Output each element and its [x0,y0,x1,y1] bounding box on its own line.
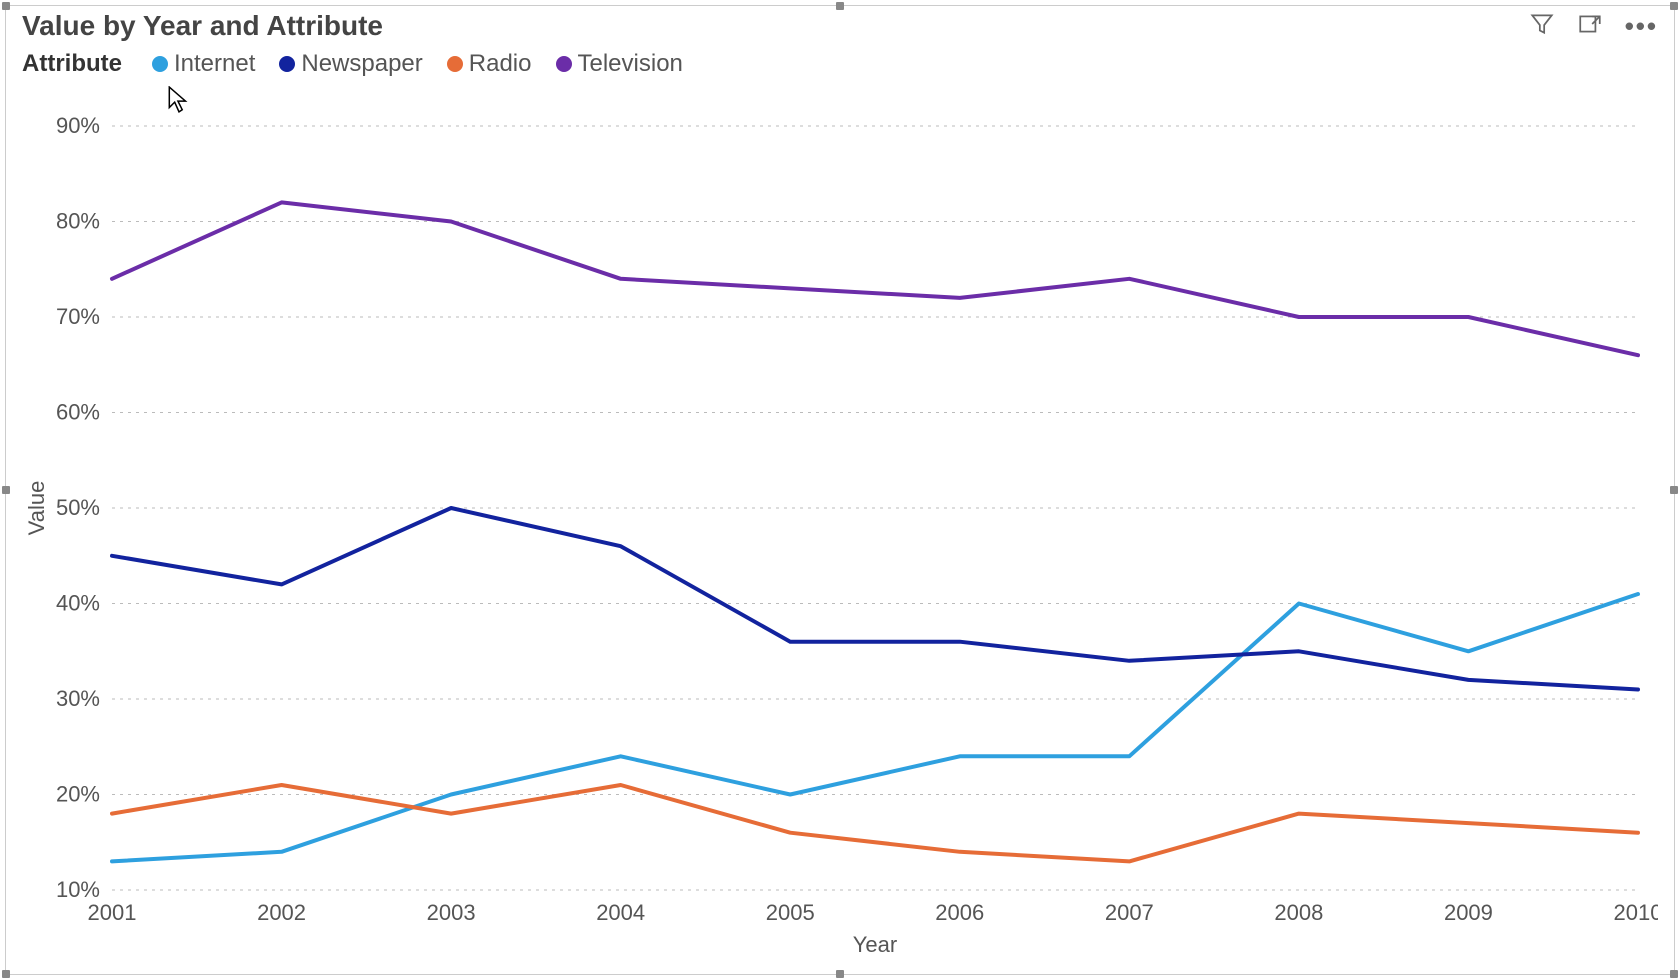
legend-swatch [279,56,295,72]
legend-swatch [447,56,463,72]
focus-mode-icon[interactable] [1577,11,1603,42]
x-tick-label: 2002 [257,900,306,925]
resize-handle[interactable] [2,486,10,494]
resize-handle[interactable] [1670,2,1678,10]
legend-label: Radio [469,50,532,78]
y-tick-label: 60% [56,400,100,425]
y-tick-label: 80% [56,209,100,234]
x-tick-label: 2005 [766,900,815,925]
x-tick-label: 2001 [88,900,137,925]
legend-swatch [152,56,168,72]
series-line[interactable] [112,508,1638,690]
legend-title: Attribute [22,50,122,78]
y-tick-label: 70% [56,304,100,329]
x-axis-label: Year [853,932,897,957]
y-tick-label: 30% [56,686,100,711]
legend-item[interactable]: Newspaper [279,50,422,78]
y-tick-label: 40% [56,591,100,616]
y-axis-label: Value [24,481,49,536]
resize-handle[interactable] [836,2,844,10]
legend-item[interactable]: Radio [447,50,532,78]
legend-item[interactable]: Television [556,50,683,78]
chart-toolbar: ••• [1529,11,1658,42]
plot-area[interactable]: 10% 20% 30% 40% 50% 60% 70% 80% 90% 2001 2002 2003 2… [22,106,1658,962]
chart-legend: Attribute Internet Newspaper Radio Telev… [6,42,1674,78]
legend-swatch [556,56,572,72]
resize-handle[interactable] [2,2,10,10]
resize-handle[interactable] [2,970,10,978]
legend-label: Television [578,50,683,78]
y-tick-label: 10% [56,877,100,902]
legend-label: Newspaper [301,50,422,78]
y-tick-label: 20% [56,782,100,807]
filter-icon[interactable] [1529,11,1555,42]
x-tick-label: 2009 [1444,900,1493,925]
x-tick-label: 2006 [935,900,984,925]
legend-item[interactable]: Internet [152,50,255,78]
legend-label: Internet [174,50,255,78]
resize-handle[interactable] [1670,970,1678,978]
x-tick-label: 2003 [427,900,476,925]
x-tick-label: 2004 [596,900,645,925]
chart-header: Value by Year and Attribute ••• [6,6,1674,42]
resize-handle[interactable] [1670,486,1678,494]
x-tick-label: 2010 [1614,900,1658,925]
x-tick-label: 2007 [1105,900,1154,925]
chart-title: Value by Year and Attribute [22,10,383,42]
y-tick-label: 50% [56,495,100,520]
more-options-icon[interactable]: ••• [1625,16,1658,36]
y-tick-label: 90% [56,113,100,138]
x-tick-label: 2008 [1274,900,1323,925]
resize-handle[interactable] [836,970,844,978]
line-chart-visual[interactable]: Value by Year and Attribute ••• Attribut… [5,5,1675,975]
series-line[interactable] [112,785,1638,861]
series-line[interactable] [112,202,1638,355]
